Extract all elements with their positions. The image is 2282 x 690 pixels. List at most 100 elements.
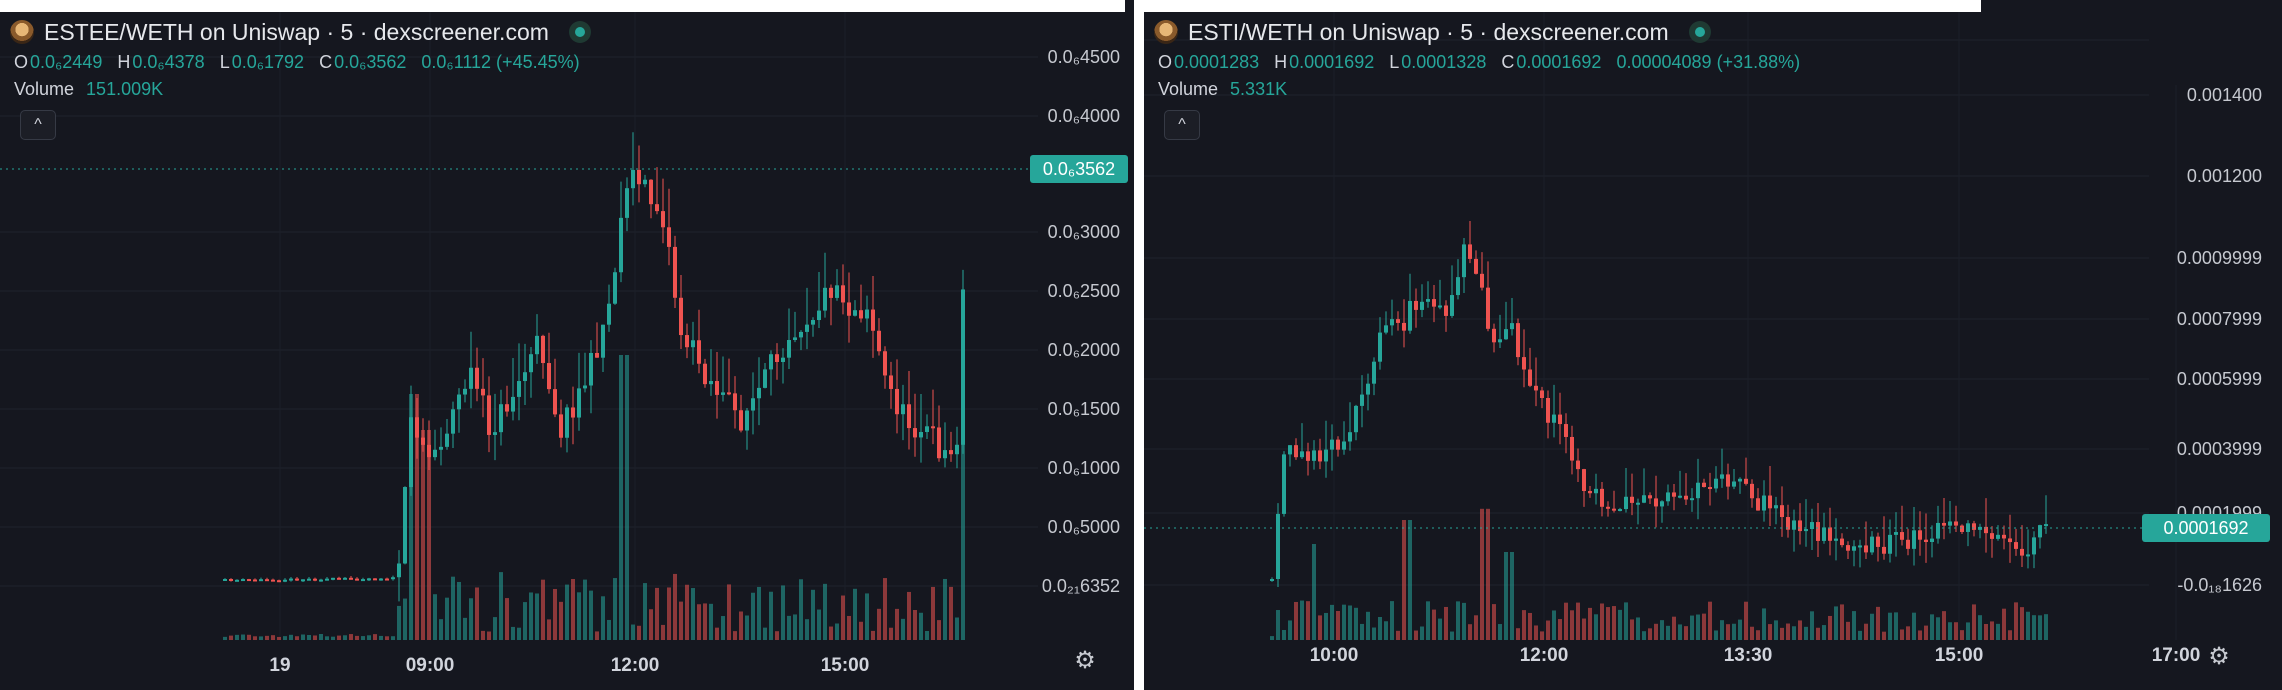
candle-body [1714,478,1718,489]
volume-bar [1918,630,1922,640]
volume-bar [805,619,809,640]
candle-body [835,285,839,298]
volume-bar [2020,607,2024,640]
candle-body [1858,545,1862,548]
volume-bar [745,615,749,640]
volume-bar [1786,623,1790,640]
volume-bar [1612,606,1616,640]
candle-body [241,579,245,582]
volume-bar [1810,611,1814,640]
volume-bar [913,609,917,640]
volume-bar [1468,624,1472,640]
volume-bar [481,630,485,640]
x-tick-label: 13:30 [1724,645,1773,666]
volume-bar [1864,623,1868,640]
candle-body [583,385,587,389]
volume-bar [565,584,569,640]
volume-bar [1378,616,1382,640]
candle-body [919,432,923,438]
volume-bar [1792,626,1796,640]
volume-bar [1330,604,1334,640]
candle-body [1834,538,1838,541]
candle-body [1942,522,1946,526]
candle-body [349,577,353,580]
volume-value: 151.009K [86,79,164,99]
volume-bar [1594,614,1598,640]
volume-bar [523,602,527,640]
candle-body [373,578,377,581]
candle-body [1528,369,1532,386]
top-strip [1144,0,1981,12]
volume-bar [871,630,875,640]
candle-body [1624,496,1628,510]
volume-bar [535,593,539,640]
volume-bar [553,588,557,640]
candle-body [613,272,617,304]
volume-bar [1492,604,1496,640]
candle-body [2014,542,2018,549]
candle-body [1456,277,1460,296]
candle-body [697,340,701,364]
volume-bar [601,596,605,640]
candle-body [805,324,809,332]
candle-body [1876,536,1880,547]
high-label: H [1274,52,1288,72]
candle-body [685,335,689,348]
volume-bar [1312,544,1316,640]
chart-title: ESTEE/WETH on Uniswap · 5 · dexscreener.… [44,18,549,45]
price-chart-estee[interactable]: 0.0₆4500 0.0₆4000 0.0₆3000 0.0₆2500 0.0₆2000… [0,0,1134,690]
volume-bar [1444,606,1448,640]
candle-body [259,579,263,582]
candle-body [361,579,365,582]
y-tick-label: 0.0₂₁6352 [1042,576,1120,596]
candle-body [1414,300,1418,310]
price-chart-esti[interactable]: 0.0016000.0014000.0012000.00099990.00079… [1144,0,2282,690]
candle-body [895,388,899,415]
candle-body [1750,483,1754,499]
volume-bar [649,609,653,640]
volume-bar [1564,602,1568,640]
volume-bar [301,634,305,640]
candle-body [1408,300,1412,331]
candle-body [313,578,317,581]
chart-header: ESTI/WETH on Uniswap · 5 · dexscreener.c… [1154,14,1711,50]
candle-body [577,388,581,418]
gear-icon[interactable]: ⚙ [2208,643,2230,670]
close-label: C [319,52,333,72]
candle-body [1312,450,1316,461]
volume-bar [1870,613,1874,640]
candle-body [403,487,407,564]
volume-bar [1996,623,2000,640]
candle-body [325,578,329,581]
volume-bar [571,579,575,640]
volume-bar [1780,627,1784,640]
gear-icon[interactable]: ⚙ [1074,647,1096,674]
volume-bar [1360,623,1364,640]
volume-bar [937,620,941,640]
candle-body [1822,527,1826,541]
volume-bar [799,579,803,640]
volume-bar [1408,520,1412,640]
candle-body [1426,299,1430,302]
volume-bar [685,584,689,640]
candle-body [1780,505,1784,518]
volume-bar [385,636,389,640]
collapse-legend-button[interactable]: ^ [1164,110,1200,140]
volume-bar [1768,624,1772,640]
x-tick-label: 15:00 [821,655,870,676]
volume-bar [847,615,851,640]
volume-bar [439,619,443,640]
volume-bar [1900,629,1904,640]
volume-bar [673,573,677,640]
last-price-label: 0.0001692 [2163,518,2248,538]
volume-bar [1738,619,1742,640]
candle-body [949,450,953,455]
volume-bar [373,634,377,640]
volume-bar [499,572,503,640]
candle-body [1870,536,1874,553]
volume-bar [889,627,893,640]
volume-bar [1756,630,1760,640]
volume-bar [1498,624,1502,640]
collapse-legend-button[interactable]: ^ [20,110,56,140]
candle-body [901,404,905,415]
